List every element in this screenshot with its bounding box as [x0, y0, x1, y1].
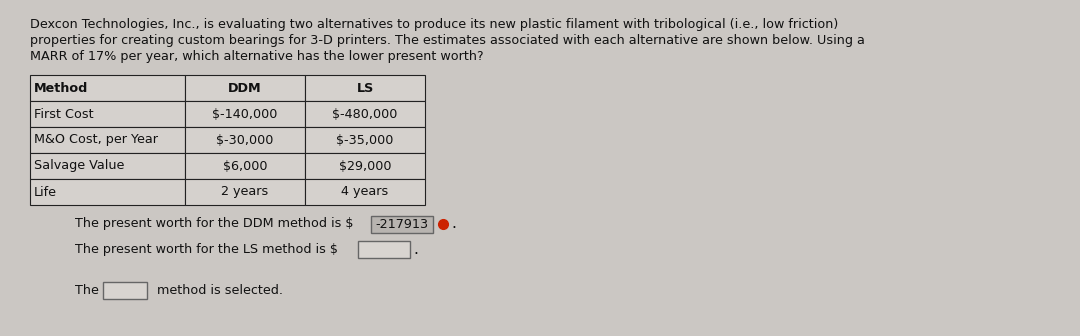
Text: $-35,000: $-35,000 — [336, 133, 394, 146]
Text: MARR of 17% per year, which alternative has the lower present worth?: MARR of 17% per year, which alternative … — [30, 50, 484, 63]
Bar — [372, 215, 433, 233]
Text: DDM: DDM — [228, 82, 261, 94]
Bar — [305, 179, 426, 205]
Bar — [30, 153, 185, 179]
Text: LS: LS — [356, 82, 374, 94]
Text: The present worth for the DDM method is $: The present worth for the DDM method is … — [75, 217, 357, 230]
Bar — [30, 101, 185, 127]
Text: Life: Life — [33, 185, 57, 199]
Text: $-480,000: $-480,000 — [333, 108, 397, 121]
Bar — [185, 75, 305, 101]
Text: .: . — [451, 216, 456, 232]
Text: $-140,000: $-140,000 — [213, 108, 278, 121]
Bar — [103, 282, 147, 298]
Text: M&O Cost, per Year: M&O Cost, per Year — [33, 133, 158, 146]
Text: The present worth for the LS method is $: The present worth for the LS method is $ — [75, 243, 338, 255]
Bar — [305, 153, 426, 179]
Bar — [30, 179, 185, 205]
Text: Method: Method — [33, 82, 89, 94]
Text: Salvage Value: Salvage Value — [33, 160, 124, 172]
Text: method is selected.: method is selected. — [153, 284, 283, 296]
Bar — [185, 179, 305, 205]
Text: 4 years: 4 years — [341, 185, 389, 199]
Text: 2 years: 2 years — [221, 185, 269, 199]
Bar — [30, 75, 185, 101]
Bar — [185, 127, 305, 153]
Text: $6,000: $6,000 — [222, 160, 267, 172]
Bar — [305, 127, 426, 153]
Text: .: . — [413, 242, 418, 256]
Bar — [305, 101, 426, 127]
Text: Dexcon Technologies, Inc., is evaluating two alternatives to produce its new pla: Dexcon Technologies, Inc., is evaluating… — [30, 18, 838, 31]
Text: $29,000: $29,000 — [339, 160, 391, 172]
Bar — [185, 101, 305, 127]
Text: properties for creating custom bearings for 3-D printers. The estimates associat: properties for creating custom bearings … — [30, 34, 865, 47]
Text: $-30,000: $-30,000 — [216, 133, 273, 146]
Bar — [305, 75, 426, 101]
Text: -217913: -217913 — [376, 217, 429, 230]
Bar — [357, 241, 410, 257]
Text: First Cost: First Cost — [33, 108, 94, 121]
Text: The: The — [75, 284, 103, 296]
Bar — [30, 127, 185, 153]
Bar — [185, 153, 305, 179]
